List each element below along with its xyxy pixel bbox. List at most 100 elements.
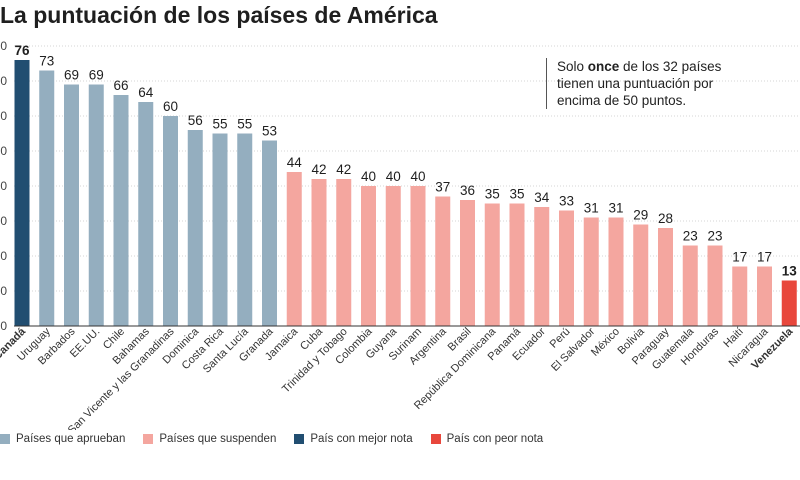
bar — [262, 140, 277, 326]
value-label: 28 — [658, 211, 673, 226]
value-label: 73 — [39, 54, 54, 69]
value-label: 76 — [14, 43, 30, 58]
y-tick-label: 60 — [0, 109, 7, 123]
bar-chart: 0 10 20 30 40 50 60 70 80 76 73 69 69 66 64 60 56 55 55 53… — [0, 39, 800, 430]
value-label: 55 — [212, 117, 227, 132]
annotation-text-pre: Solo — [557, 59, 588, 74]
y-tick-label: 30 — [0, 214, 7, 228]
bar — [460, 200, 475, 326]
y-axis-ticks: 0 10 20 30 40 50 60 70 80 — [0, 39, 7, 333]
value-label: 64 — [138, 85, 154, 100]
y-tick-label: 70 — [0, 74, 7, 88]
bar — [336, 179, 352, 326]
bar — [707, 245, 723, 326]
legend-label: Países que suspenden — [159, 433, 277, 445]
x-axis-labels: CanadáUruguayBarbadosEE.UU.ChileBahamasS… — [0, 325, 796, 430]
value-label: 53 — [262, 124, 277, 139]
bar — [14, 60, 30, 326]
bar — [138, 102, 154, 326]
bar — [583, 217, 599, 326]
annotation-line-3: encima de 50 puntos. — [557, 93, 687, 108]
value-label: 44 — [287, 155, 303, 170]
value-label: 36 — [460, 183, 475, 198]
legend-swatch — [143, 434, 154, 444]
chart-annotation: Solo once de los 32 países tienen una pu… — [546, 58, 721, 109]
bar — [534, 207, 550, 326]
value-label: 34 — [534, 190, 550, 205]
value-label: 23 — [707, 229, 722, 244]
bar — [559, 210, 574, 326]
legend-label: País con peor nota — [446, 433, 544, 445]
y-tick-label: 0 — [0, 319, 7, 333]
bar — [361, 186, 376, 326]
bar — [484, 203, 500, 326]
bar — [39, 70, 55, 326]
y-tick-label: 10 — [0, 284, 7, 298]
value-label: 40 — [361, 169, 376, 184]
bar — [732, 266, 748, 326]
bar — [88, 84, 104, 326]
legend-item-suspenden: Países que suspenden — [143, 433, 276, 445]
bar — [237, 133, 253, 326]
value-label: 42 — [336, 162, 351, 177]
bars — [14, 60, 797, 326]
y-tick-label: 20 — [0, 249, 7, 263]
legend-item-peor: País con peor nota — [430, 433, 544, 445]
bar — [286, 172, 302, 326]
legend: Países que aprueban Países que suspenden… — [0, 433, 561, 445]
y-tick-label: 50 — [0, 144, 7, 158]
value-label: 31 — [584, 201, 599, 216]
value-label: 60 — [163, 99, 178, 114]
chart-title: La puntuación de los países de América — [0, 2, 438, 28]
legend-item-aprueban: Países que aprueban — [0, 433, 125, 445]
bar — [187, 130, 203, 326]
value-label: 40 — [410, 169, 425, 184]
bar — [509, 203, 525, 326]
value-label: 33 — [559, 194, 574, 209]
annotation-text-post: de los 32 países — [619, 59, 722, 74]
value-label: 42 — [311, 162, 326, 177]
value-label: 23 — [683, 229, 698, 244]
bar — [757, 266, 772, 326]
value-label: 69 — [89, 68, 104, 83]
bar — [682, 245, 698, 326]
value-label: 35 — [509, 187, 524, 202]
value-label: 13 — [782, 264, 798, 279]
bar — [608, 217, 624, 326]
value-label: 31 — [608, 201, 623, 216]
value-label: 17 — [732, 250, 747, 265]
legend-label: Países que aprueban — [16, 433, 126, 445]
bar — [658, 228, 673, 326]
x-tick-label: México — [589, 326, 622, 359]
value-label: 66 — [113, 78, 128, 93]
bar — [781, 280, 797, 326]
value-label: 35 — [485, 187, 500, 202]
value-label: 37 — [435, 180, 450, 195]
value-label: 55 — [237, 117, 252, 132]
value-label: 29 — [633, 208, 648, 223]
bar — [212, 133, 228, 326]
value-label: 40 — [386, 169, 401, 184]
annotation-line-1: Solo once de los 32 países — [557, 58, 721, 75]
bar — [64, 84, 79, 326]
value-label: 56 — [188, 113, 203, 128]
legend-swatch — [294, 434, 305, 444]
bar — [163, 116, 178, 326]
y-tick-label: 80 — [0, 39, 7, 53]
annotation-text-bold: once — [587, 59, 620, 74]
bar — [435, 196, 451, 326]
legend-label: País con mejor nota — [310, 433, 413, 445]
value-labels: 76 73 69 69 66 64 60 56 55 55 53 44 42 42 40 40 40 37 36 35… — [14, 43, 797, 279]
bar — [113, 95, 129, 326]
legend-swatch — [0, 434, 10, 444]
bar — [633, 224, 649, 326]
legend-item-mejor: País con mejor nota — [294, 433, 413, 445]
bar — [410, 186, 426, 326]
legend-swatch — [430, 434, 441, 444]
y-tick-label: 40 — [0, 179, 7, 193]
value-label: 17 — [757, 250, 772, 265]
annotation-line-2: tienen una puntuación por — [557, 76, 714, 91]
value-label: 69 — [64, 68, 79, 83]
bar — [385, 186, 401, 326]
bar — [311, 179, 327, 326]
